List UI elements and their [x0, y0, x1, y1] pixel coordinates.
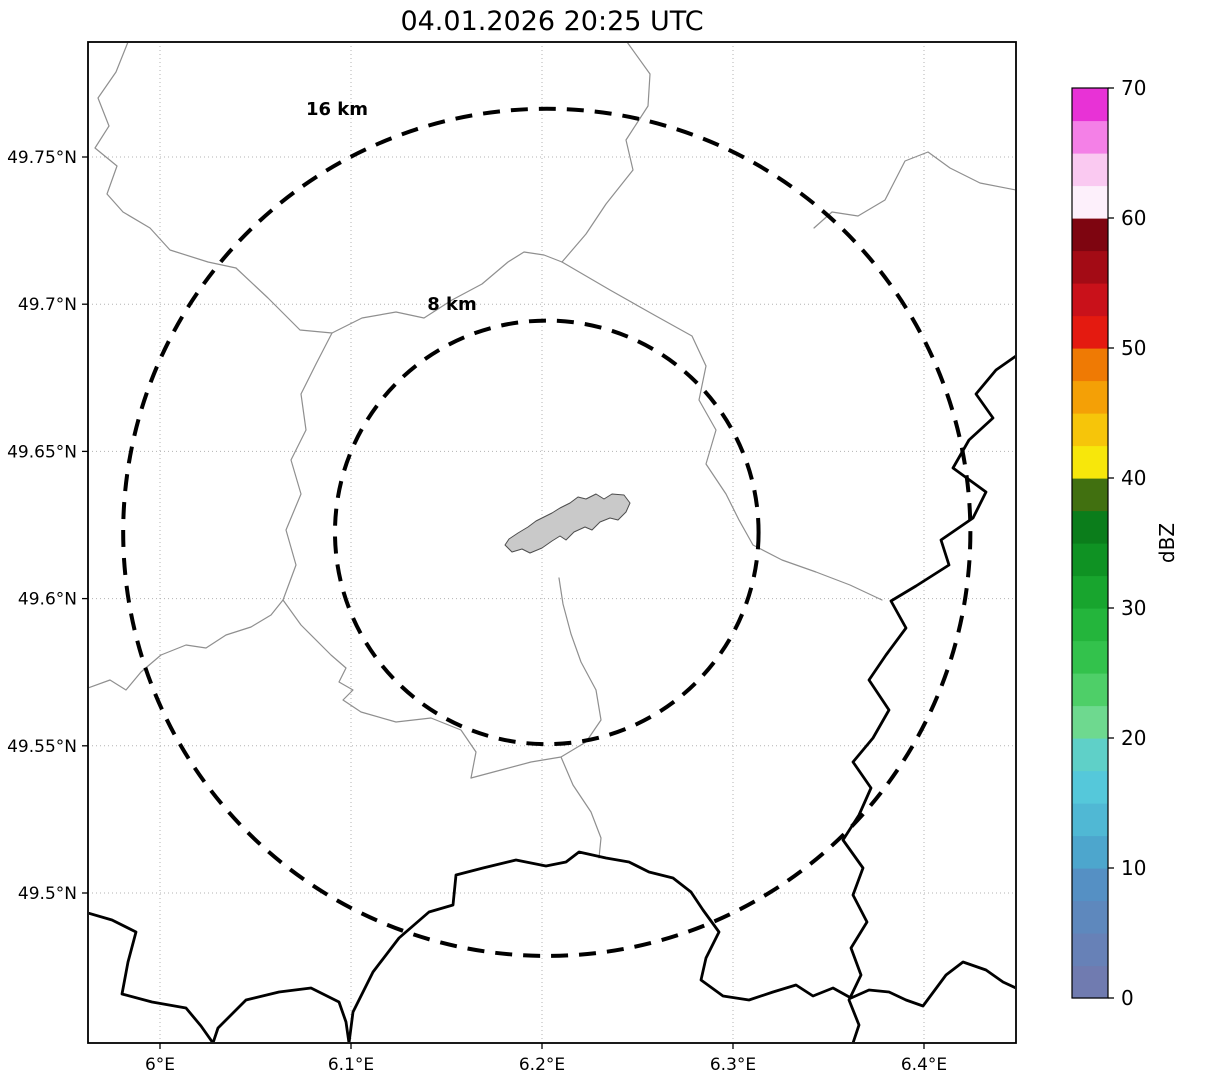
colorbar-tick-label: 70	[1121, 76, 1146, 100]
colorbar-segment	[1072, 153, 1108, 187]
y-axis-ticks: 49.5°N 49.55°N 49.6°N 49.65°N 49.7°N 49.75°N	[7, 148, 88, 904]
admin-border-line	[561, 43, 651, 263]
colorbar-segment	[1072, 88, 1108, 122]
colorbar-segment	[1072, 510, 1108, 544]
colorbar-segment	[1072, 185, 1108, 219]
colorbar-segment	[1072, 120, 1108, 154]
y-axis-tick-label: 49.5°N	[18, 884, 77, 904]
colorbar-segment	[1072, 868, 1108, 902]
colorbar-segment	[1072, 445, 1108, 479]
colorbar-frame	[1071, 87, 1109, 999]
range-ring-label-8km: 8 km	[427, 294, 477, 315]
colorbar-tick-label: 30	[1121, 596, 1146, 620]
colorbar-segment	[1072, 705, 1108, 739]
colorbar-segment	[1072, 900, 1108, 934]
admin-border-line	[561, 261, 883, 601]
colorbar-segment	[1072, 608, 1108, 642]
admin-border-line	[89, 599, 284, 691]
colorbar-segment	[1072, 218, 1108, 252]
colorbar-segment	[1072, 770, 1108, 804]
colorbar-tick-label: 50	[1121, 336, 1146, 360]
colorbar-segment	[1072, 640, 1108, 674]
colorbar-segment	[1072, 738, 1108, 772]
admin-border-line	[560, 756, 602, 859]
urban-area-polygon	[504, 493, 631, 554]
country-border-line	[347, 850, 1015, 1042]
x-axis-tick-label: 6.3°E	[710, 1055, 756, 1073]
colorbar-segment	[1072, 543, 1108, 577]
colorbar-segment	[1072, 933, 1108, 967]
admin-border-line	[813, 151, 1015, 229]
range-rings	[121, 106, 973, 958]
y-axis-tick-label: 49.75°N	[7, 148, 77, 168]
y-axis-tick-label: 49.6°N	[18, 590, 77, 610]
country-border-line	[89, 911, 215, 1042]
colorbar-segment	[1072, 348, 1108, 382]
colorbar-segments	[1072, 88, 1108, 999]
y-axis-tick-label: 49.7°N	[18, 295, 77, 315]
admin-border-line	[282, 599, 477, 779]
colorbar-segment	[1072, 803, 1108, 837]
range-ring-label-16km: 16 km	[306, 99, 368, 120]
x-axis-tick-label: 6.4°E	[901, 1055, 947, 1073]
range-ring-8km	[332, 318, 761, 747]
y-axis-tick-label: 49.55°N	[7, 737, 77, 757]
colorbar-segment	[1072, 673, 1108, 707]
colorbar-tick-label: 40	[1121, 466, 1146, 490]
colorbar-segment	[1072, 413, 1108, 447]
colorbar-segment	[1072, 965, 1108, 999]
admin-border-line	[282, 332, 333, 601]
colorbar-ticks: 0 10 20 30 40 50 60 70	[1108, 76, 1146, 1010]
country-border-line	[211, 986, 351, 1042]
colorbar-segment	[1072, 250, 1108, 284]
colorbar-segment	[1072, 835, 1108, 869]
colorbar-segment	[1072, 575, 1108, 609]
colorbar-segment	[1072, 478, 1108, 512]
x-axis-ticks: 6°E 6.1°E 6.2°E 6.3°E 6.4°E	[145, 1043, 947, 1073]
colorbar-segment	[1072, 283, 1108, 317]
x-axis-tick-label: 6.1°E	[328, 1055, 374, 1073]
colorbar-segment	[1072, 380, 1108, 414]
admin-border-line	[94, 43, 237, 269]
colorbar-segment	[1072, 315, 1108, 349]
colorbar-tick-label: 20	[1121, 726, 1146, 750]
axes-frame	[87, 41, 1017, 1044]
x-axis-tick-label: 6°E	[145, 1055, 175, 1073]
y-axis-tick-label: 49.65°N	[7, 442, 77, 462]
colorbar-tick-label: 10	[1121, 856, 1146, 880]
admin-border-line	[470, 577, 602, 779]
colorbar-axis-label: dBZ	[1155, 523, 1179, 563]
colorbar-tick-label: 60	[1121, 206, 1146, 230]
admin-border-line	[235, 251, 563, 334]
country-border-line	[841, 354, 1015, 1042]
colorbar-tick-label: 0	[1121, 986, 1134, 1010]
x-axis-tick-label: 6.2°E	[519, 1055, 565, 1073]
range-ring-16km	[121, 106, 973, 958]
plot-title: 04.01.2026 20:25 UTC	[400, 6, 703, 37]
map-features	[89, 43, 1015, 1042]
